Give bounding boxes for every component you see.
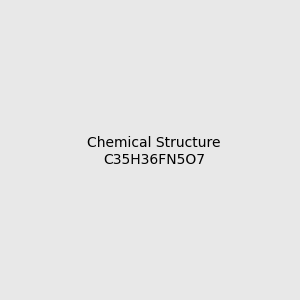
Text: Chemical Structure
C35H36FN5O7: Chemical Structure C35H36FN5O7 — [87, 136, 220, 166]
